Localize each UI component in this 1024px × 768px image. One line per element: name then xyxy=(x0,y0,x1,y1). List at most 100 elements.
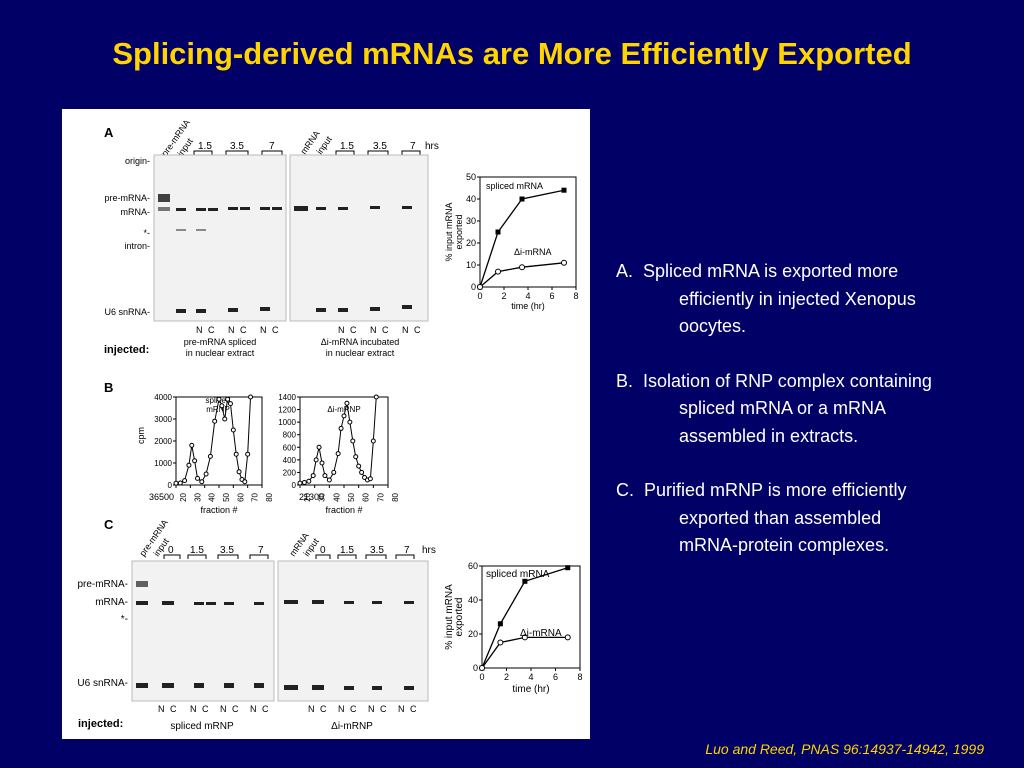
panel-b-right-legend: Δi-mRNP xyxy=(327,405,360,414)
chartB2-ytick-label-2: 400 xyxy=(283,456,297,465)
chartB1-ytick-label-1: 1000 xyxy=(154,459,172,468)
chartB1-ytick-label-0: 0 xyxy=(168,481,173,490)
chartB2-xtick-label-0: 20 xyxy=(303,492,312,501)
chartB2-series-0-point-9 xyxy=(331,469,337,475)
panel-c-caption-left: spliced mRNP xyxy=(170,721,234,732)
chartC-ytick-label-3: 60 xyxy=(468,561,478,571)
chartB1-series-0-point-9 xyxy=(207,453,213,459)
paper-figure: A pre-mRNA input mRNA input 1.5 3.5 7 1.… xyxy=(62,109,590,739)
chartB2-xtick-label-1: 30 xyxy=(318,492,327,501)
panel-a-n6: N xyxy=(402,325,409,335)
panel-a-c3: C xyxy=(272,325,279,335)
chartC-series-0-point-3 xyxy=(565,565,571,571)
chartC-series-1-point-2 xyxy=(521,634,528,641)
chartA-ylabel-1: exported xyxy=(454,214,464,249)
panel-c-c2: C xyxy=(202,704,209,714)
chartA-series-1-point-2 xyxy=(519,264,525,271)
panel-c-n4: N xyxy=(250,704,257,714)
chartB1-ytick-label-4: 4000 xyxy=(154,393,172,402)
chartB2-series-0-point-17 xyxy=(356,463,362,469)
panel-a-n1: N xyxy=(196,325,203,335)
chartB2-series-0-point-7 xyxy=(322,473,328,479)
chartB2-series-0-point-21 xyxy=(367,476,373,482)
note-a-label: A. xyxy=(616,261,634,281)
panel-c-time-1: 0 xyxy=(168,545,174,556)
panel-a-caption-left-1: pre-mRNA spliced xyxy=(184,337,257,347)
chartB2-series-0-point-15 xyxy=(350,438,356,444)
chartB2-series-0-point-2 xyxy=(306,478,312,484)
chartB2-xtick-label-2: 40 xyxy=(332,492,341,501)
chartB1-series-0-point-14 xyxy=(225,396,231,402)
chartB2-series-0-point-8 xyxy=(326,477,332,483)
chartB1-series-0-point-11 xyxy=(216,396,222,402)
panel-b-right-top: 21300 xyxy=(299,492,324,502)
chartB1-series-0-point-17 xyxy=(233,451,239,457)
panel-b-left-chart: 20 30 40 50 60 70 80 0 1000 2000 3000 4000 fraction … xyxy=(154,393,274,515)
note-a-line-2: efficiently in injected Xenopus xyxy=(679,288,916,309)
panel-c-row-u6: U6 snRNA- xyxy=(77,678,128,689)
panel-b: B cpm 36500 21300 spliced mRNP Δi-mRNP xyxy=(104,380,361,502)
chartA-ytick-label-1: 10 xyxy=(466,260,476,270)
chartB1-xtick-label-2: 40 xyxy=(208,492,217,501)
panel-a-time-4: 1.5 xyxy=(340,141,354,152)
note-b: B. Isolation of RNP complex containing s… xyxy=(616,368,1021,451)
chartB1-xtick-label-1: 30 xyxy=(193,492,202,501)
chartB1-series-0-point-4 xyxy=(189,442,195,448)
chartB2-series-0-point-11 xyxy=(338,425,344,431)
chartA-series-0-point-2 xyxy=(519,196,525,202)
chartA-ytick-label-3: 30 xyxy=(466,216,476,226)
chartB1-series-0-point-18 xyxy=(236,469,242,475)
citation: Luo and Reed, PNAS 96:14937-14942, 1999 xyxy=(705,741,984,757)
chartB2-series-0-point-1 xyxy=(301,479,307,485)
panel-c-row-mrna: mRNA- xyxy=(95,597,128,608)
chartC-series-0-point-1 xyxy=(497,621,503,627)
chartA-series-1-point-0 xyxy=(477,284,483,290)
panel-c-n8: N xyxy=(398,704,405,714)
chartB1-series-0-point-10 xyxy=(212,418,218,424)
chartB2-xtick-label-3: 50 xyxy=(347,492,356,501)
chartB2-series-0-point-4 xyxy=(313,457,319,463)
chartB2-ytick-label-4: 800 xyxy=(283,431,297,440)
note-c-line-1: Purified mRNP is more efficiently xyxy=(644,480,907,500)
chartA-ytick-label-2: 20 xyxy=(466,238,476,248)
note-b-label: B. xyxy=(616,370,634,391)
chartB1-series-0-point-0 xyxy=(173,480,179,486)
panel-c-time-4: 7 xyxy=(258,545,264,556)
panel-a-time-1: 1.5 xyxy=(198,141,212,152)
chartB2-series-0-point-14 xyxy=(347,419,353,425)
chartC-series-0-line xyxy=(481,567,568,669)
gel-c-right xyxy=(277,560,429,702)
note-a-line-3: oocytes. xyxy=(679,316,747,336)
chartB2-series-0-point-6 xyxy=(319,460,325,466)
panel-b-left-legend-2: mRNP xyxy=(206,405,230,414)
note-a: A. Spliced mRNA is exported more efficie… xyxy=(616,258,1021,341)
chartC-xtick-label-3: 6 xyxy=(553,672,558,682)
panel-a-c6: C xyxy=(414,325,421,335)
panel-b-left-top: 36500 xyxy=(149,492,174,502)
panel-c-c8: C xyxy=(410,704,417,714)
panel-c-brackets xyxy=(163,554,415,559)
chartB1-xtick-label-0: 20 xyxy=(179,492,188,501)
panel-a-caption-right-1: Δi-mRNA incubated xyxy=(321,337,400,347)
chartB1-series-0-point-15 xyxy=(227,401,233,407)
chartB1-series-0-point-13 xyxy=(222,416,228,422)
panel-c-n3: N xyxy=(220,704,227,714)
chartC-series-1-point-3 xyxy=(564,634,571,641)
chartA-series-0-point-3 xyxy=(561,187,567,193)
panel-a-caption-right-2: in nuclear extract xyxy=(326,348,395,358)
panel-c-time-6: 1.5 xyxy=(340,545,354,556)
chartB1-series-0-point-22 xyxy=(248,394,254,400)
figure-svg: A pre-mRNA input mRNA input 1.5 3.5 7 1.… xyxy=(77,118,582,732)
chartB1-series-0-point-20 xyxy=(242,479,248,485)
chartB1-series-0-point-8 xyxy=(203,471,209,477)
gel-a-right xyxy=(289,154,429,322)
panel-c-c6: C xyxy=(350,704,357,714)
panel-a: A pre-mRNA input mRNA input 1.5 3.5 7 1.… xyxy=(104,118,439,358)
chartC-series-1-point-1 xyxy=(497,639,504,646)
panel-a-time-5: 3.5 xyxy=(373,141,387,152)
panel-a-row-premrna: pre-mRNA- xyxy=(104,193,150,203)
chartA-series-0-line xyxy=(479,189,565,288)
panel-c-c5: C xyxy=(320,704,327,714)
chartC-frame xyxy=(481,565,581,669)
panel-a-time-2: 3.5 xyxy=(230,141,244,152)
